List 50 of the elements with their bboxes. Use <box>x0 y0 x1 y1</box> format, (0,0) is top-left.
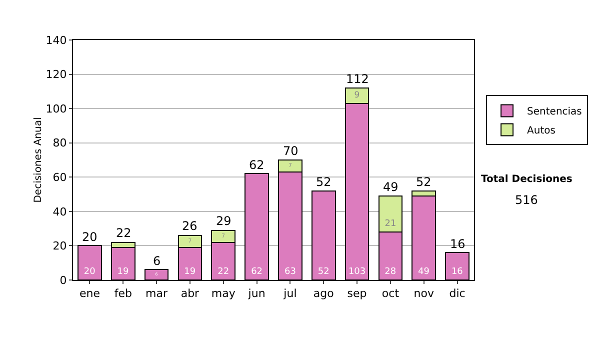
total-label: 22 <box>116 226 132 240</box>
x-tick-label: may <box>211 287 236 300</box>
y-tick-label: 120 <box>46 68 67 82</box>
x-tick-label: jun <box>247 287 266 300</box>
total-label: 29 <box>216 214 232 228</box>
y-tick-label: 0 <box>60 274 67 287</box>
total-label: 26 <box>182 219 198 233</box>
total-label: 52 <box>416 175 432 189</box>
x-tick-label: ene <box>79 287 100 300</box>
total-label: 70 <box>283 144 298 158</box>
total-label: 52 <box>316 175 332 189</box>
x-tick-label: feb <box>114 287 132 300</box>
x-tick-label: nov <box>414 287 434 300</box>
text: Total Decisiones <box>481 174 572 185</box>
x-tick-label: oct <box>382 287 400 300</box>
y-tick-label: 100 <box>46 102 67 116</box>
x-tick-label: dic <box>449 287 466 300</box>
data-label: 20 <box>84 267 96 277</box>
data-label: 28 <box>384 267 396 277</box>
total-label: 62 <box>249 158 264 172</box>
data-label: 19 <box>117 267 129 277</box>
y-axis-title: Decisiones Anual <box>32 117 44 203</box>
y-tick-label: 60 <box>52 170 67 184</box>
data-label: 63 <box>284 267 296 277</box>
total-label: 16 <box>450 237 466 251</box>
y-tick-label: 20 <box>52 240 67 253</box>
y-tick-label: 80 <box>52 136 67 150</box>
data-label: 19 <box>184 267 196 277</box>
total-label: 20 <box>82 230 98 244</box>
x-tick-label: abr <box>180 287 200 300</box>
y-tick-label: 140 <box>46 34 67 47</box>
total-label: 6 <box>153 254 161 268</box>
total-label: 49 <box>383 180 398 194</box>
text: 516 <box>515 193 538 207</box>
x-tick-label: ago <box>313 287 334 300</box>
x-tick-label: sep <box>347 287 367 300</box>
total-label: 112 <box>346 72 369 86</box>
y-tick-label: 40 <box>52 205 67 218</box>
legend-label: Autos <box>527 126 556 137</box>
data-label: 9 <box>354 90 360 100</box>
x-tick-label: jul <box>282 287 297 300</box>
data-label: 21 <box>384 219 396 229</box>
data-label: 52 <box>318 267 330 277</box>
legend-label: Sentencias <box>527 106 582 118</box>
x-tick-label: mar <box>146 287 168 300</box>
data-label: 49 <box>418 267 430 277</box>
data-label: 22 <box>218 267 230 277</box>
data-label: 16 <box>451 267 464 277</box>
data-label: 103 <box>348 267 366 277</box>
data-label: 62 <box>251 267 263 277</box>
